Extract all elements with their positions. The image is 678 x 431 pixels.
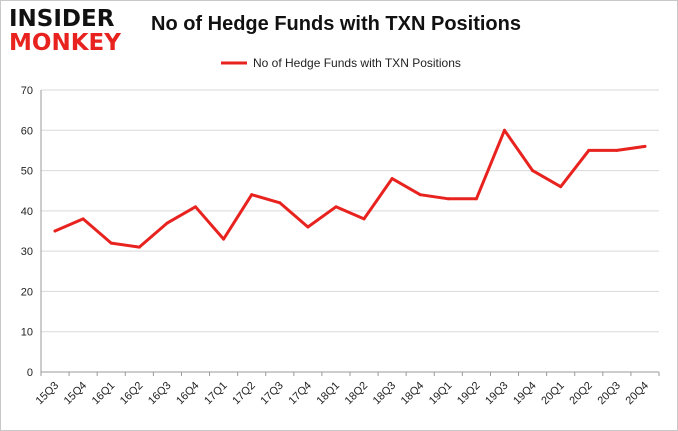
legend-label: No of Hedge Funds with TXN Positions xyxy=(253,56,461,70)
data-point xyxy=(81,217,85,221)
x-tick-label: 15Q3 xyxy=(34,380,62,408)
data-point xyxy=(165,221,169,225)
x-tick-label: 18Q4 xyxy=(399,380,427,408)
x-tick-label: 16Q1 xyxy=(90,380,118,408)
data-point xyxy=(418,193,422,197)
data-point xyxy=(474,197,478,201)
x-tick-label: 15Q4 xyxy=(62,380,90,408)
series-line xyxy=(53,128,647,249)
x-tick-label: 19Q1 xyxy=(427,380,455,408)
y-tick-label: 40 xyxy=(21,206,33,218)
data-point xyxy=(503,128,506,132)
x-tick-label: 18Q2 xyxy=(343,380,371,408)
data-point xyxy=(446,197,450,201)
data-point xyxy=(137,245,141,249)
y-tick-label: 0 xyxy=(27,367,33,379)
x-tick-label: 17Q4 xyxy=(286,380,314,408)
x-tick-label: 19Q3 xyxy=(483,380,511,408)
y-tick-label: 60 xyxy=(21,125,33,137)
data-point xyxy=(250,193,254,197)
data-point xyxy=(587,148,591,152)
insider-monkey-logo: INSIDER MONKEY xyxy=(9,7,127,57)
y-tick-label: 30 xyxy=(21,246,33,258)
data-point xyxy=(53,229,57,233)
data-point xyxy=(194,205,197,209)
y-tick-label: 20 xyxy=(21,286,33,298)
y-tick-label: 70 xyxy=(21,85,33,97)
x-tick-label: 18Q3 xyxy=(371,380,399,408)
data-point xyxy=(334,205,338,209)
data-point xyxy=(615,148,619,152)
data-point xyxy=(109,241,113,245)
data-point xyxy=(390,177,394,181)
x-tick-label: 19Q2 xyxy=(455,380,483,408)
x-tick-label: 20Q3 xyxy=(595,380,623,408)
x-tick-label: 20Q1 xyxy=(539,380,567,408)
data-point xyxy=(643,144,647,148)
y-tick-label: 10 xyxy=(21,327,33,339)
logo-top-text: INSIDER xyxy=(9,6,115,32)
x-tick-label: 16Q4 xyxy=(174,380,202,408)
y-tick-label: 50 xyxy=(21,166,33,178)
chart-title: No of Hedge Funds with TXN Positions xyxy=(151,13,521,35)
x-tick-label: 18Q1 xyxy=(315,380,343,408)
x-tick-label: 16Q2 xyxy=(118,380,146,408)
x-tick-label: 17Q1 xyxy=(202,380,230,408)
x-tick-label: 17Q2 xyxy=(230,380,258,408)
data-point xyxy=(559,185,563,189)
logo-bottom-text: MONKEY xyxy=(9,30,121,56)
data-point xyxy=(306,225,310,229)
data-point xyxy=(531,169,535,173)
data-point xyxy=(278,201,282,205)
x-tick-label: 20Q4 xyxy=(624,380,652,408)
x-tick-label: 20Q2 xyxy=(567,380,595,408)
x-tick-label: 16Q3 xyxy=(146,380,174,408)
data-point xyxy=(222,237,226,241)
x-tick-label: 17Q3 xyxy=(258,380,286,408)
data-point xyxy=(362,217,366,221)
x-tick-label: 19Q4 xyxy=(511,380,539,408)
